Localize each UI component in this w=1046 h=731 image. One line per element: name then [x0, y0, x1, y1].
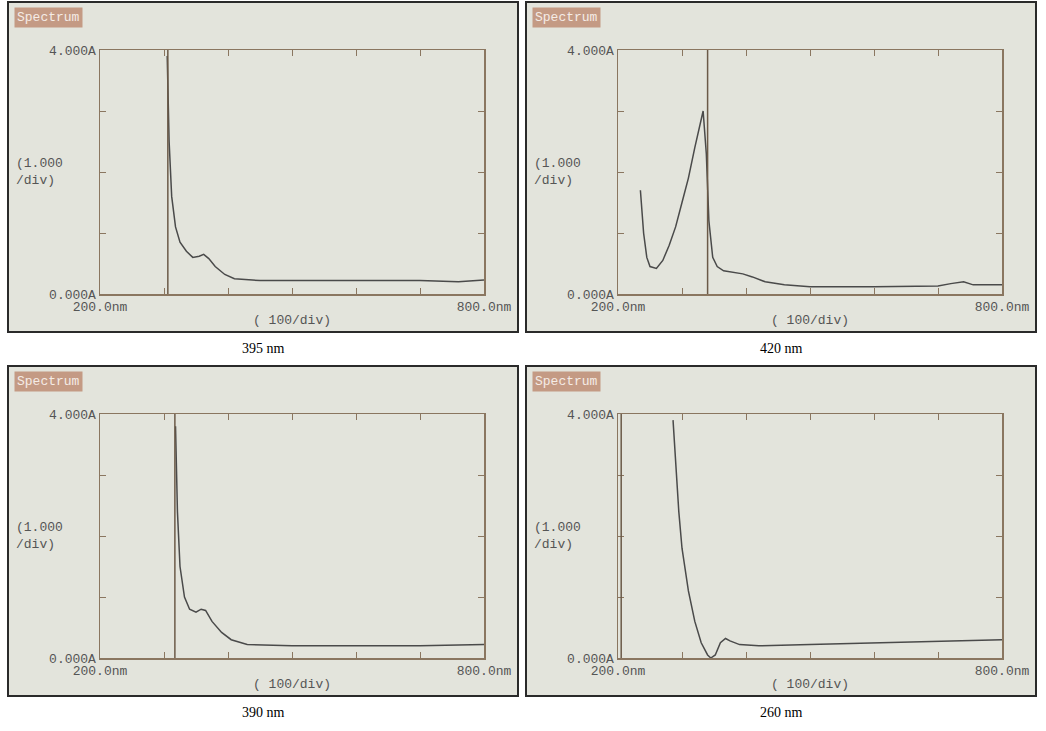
svg-text:260 nm: 260 nm [760, 705, 803, 720]
svg-text:200.0nm: 200.0nm [73, 664, 128, 679]
svg-text:390 nm: 390 nm [242, 705, 285, 720]
svg-text:200.0nm: 200.0nm [591, 300, 646, 315]
svg-text:( 100/div): ( 100/div) [253, 313, 331, 328]
svg-text:4.000A: 4.000A [567, 44, 614, 59]
svg-text:(1.000/div): (1.000/div) [534, 156, 581, 188]
svg-text:0.000A: 0.000A [567, 652, 614, 667]
svg-text:200.0nm: 200.0nm [73, 300, 128, 315]
svg-text:(1.000/div): (1.000/div) [16, 520, 63, 552]
svg-text:800.0nm: 800.0nm [457, 664, 512, 679]
svg-text:Spectrum: Spectrum [535, 10, 598, 25]
svg-text:420 nm: 420 nm [760, 341, 803, 356]
svg-text:395 nm: 395 nm [242, 341, 285, 356]
svg-text:0.000A: 0.000A [567, 288, 614, 303]
svg-text:Spectrum: Spectrum [535, 374, 598, 389]
svg-text:800.0nm: 800.0nm [457, 300, 512, 315]
svg-text:( 100/div): ( 100/div) [253, 677, 331, 692]
svg-text:4.000A: 4.000A [567, 408, 614, 423]
svg-text:0.000A: 0.000A [49, 652, 96, 667]
svg-text:4.000A: 4.000A [49, 408, 96, 423]
svg-text:Spectrum: Spectrum [17, 374, 80, 389]
svg-text:( 100/div): ( 100/div) [771, 677, 849, 692]
svg-text:Spectrum: Spectrum [17, 10, 80, 25]
svg-text:( 100/div): ( 100/div) [771, 313, 849, 328]
svg-text:200.0nm: 200.0nm [591, 664, 646, 679]
svg-text:(1.000/div): (1.000/div) [16, 156, 63, 188]
svg-text:4.000A: 4.000A [49, 44, 96, 59]
svg-text:(1.000/div): (1.000/div) [534, 520, 581, 552]
svg-text:0.000A: 0.000A [49, 288, 96, 303]
svg-text:800.0nm: 800.0nm [975, 664, 1030, 679]
svg-text:800.0nm: 800.0nm [975, 300, 1030, 315]
